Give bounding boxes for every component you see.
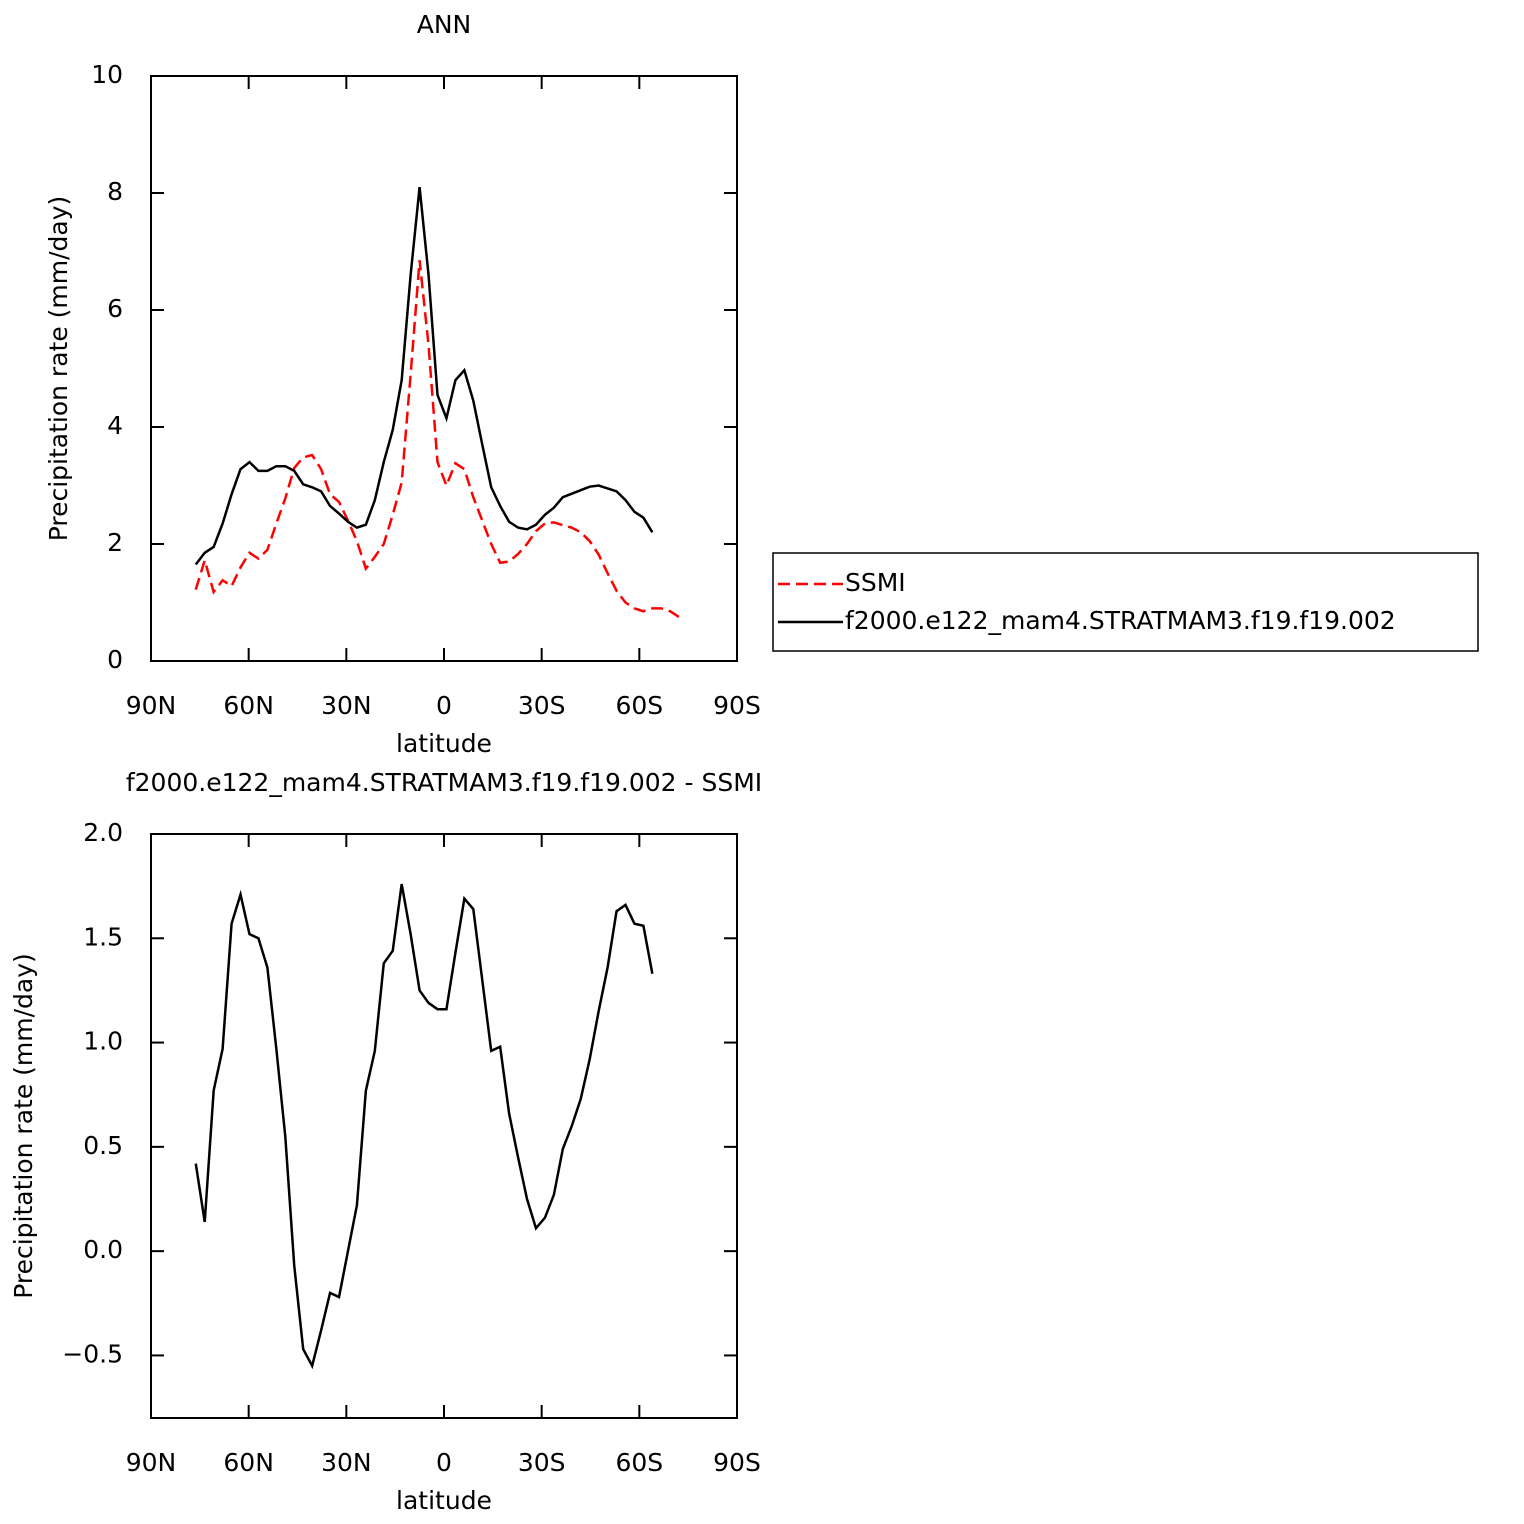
x-tick-label: 30S [518,1448,566,1477]
x-tick-label: 60S [615,691,663,720]
chart-title: ANN [417,10,472,39]
y-tick-label: 2.0 [83,818,123,847]
legend-label: f2000.e122_mam4.STRATMAM3.f19.f19.002 [845,606,1396,635]
x-tick-label: 0 [436,691,452,720]
x-tick-label: 90S [713,1448,761,1477]
data-line [194,883,654,1370]
plot-frame [150,75,738,662]
y-tick-label: 6 [107,294,123,323]
x-tick-label: 0 [436,1448,452,1477]
x-tick-label: 30N [321,1448,372,1477]
x-tick-label: 60N [223,1448,274,1477]
x-tick-label: 30S [518,691,566,720]
y-tick-label: 10 [91,60,123,89]
y-tick-label: 8 [107,177,123,206]
legend-label: SSMI [845,568,906,597]
x-tick-label: 90N [126,691,177,720]
chart-title: f2000.e122_mam4.STRATMAM3.f19.f19.002 - … [126,768,762,797]
plot-frame [150,833,738,1419]
data-line [194,187,654,566]
x-axis-label: latitude [396,729,492,758]
x-axis-label: latitude [396,1486,492,1515]
x-tick-label: 60N [223,691,274,720]
x-tick-label: 60S [615,1448,663,1477]
x-tick-label: 90N [126,1448,177,1477]
y-tick-label: 2 [107,528,123,557]
y-axis-label: Precipitation rate (mm/day) [44,196,73,542]
y-tick-label: 1.5 [83,922,123,951]
y-tick-label: 1.0 [83,1027,123,1056]
y-tick-label: 4 [107,411,123,440]
y-tick-label: 0 [107,645,123,674]
y-axis-label: Precipitation rate (mm/day) [9,953,38,1299]
x-tick-label: 30N [321,691,372,720]
data-line [194,260,680,619]
y-tick-label: −0.5 [62,1339,123,1368]
y-tick-label: 0.0 [83,1235,123,1264]
x-tick-label: 90S [713,691,761,720]
y-tick-label: 0.5 [83,1131,123,1160]
legend-box [772,552,1479,652]
